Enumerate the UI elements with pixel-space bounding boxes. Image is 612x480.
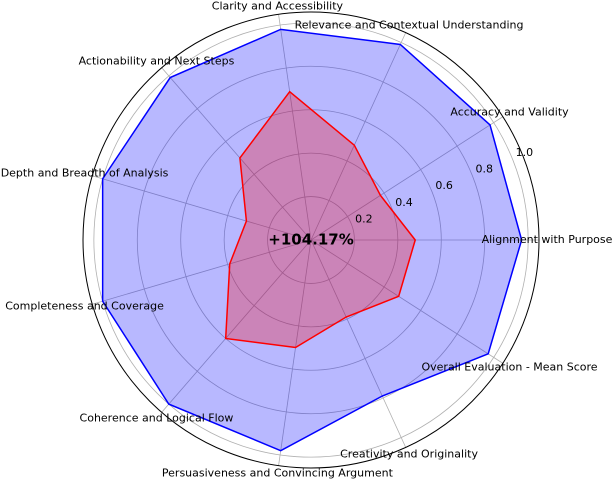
r-tick-label: 0.6 bbox=[435, 179, 453, 192]
radar-area bbox=[101, 28, 523, 452]
category-label: Accuracy and Validity bbox=[450, 105, 569, 118]
radar-area bbox=[224, 90, 417, 349]
polar-spine bbox=[82, 11, 540, 469]
grid-spoke bbox=[92, 175, 312, 241]
category-label: Actionability and Next Steps bbox=[79, 55, 235, 68]
r-tick-label: 0.4 bbox=[395, 196, 413, 209]
category-label: Clarity and Accessibility bbox=[212, 0, 344, 12]
category-label: Alignment with Purpose bbox=[482, 233, 612, 246]
grid-spoke bbox=[310, 32, 407, 241]
category-label: Relevance and Contextual Understanding bbox=[295, 18, 524, 31]
category-label: Overall Evaluation - Mean Score bbox=[421, 361, 597, 374]
grid-spoke bbox=[278, 14, 312, 241]
grid-spoke bbox=[310, 116, 504, 241]
category-label: Depth and Breadth of Analysis bbox=[1, 167, 169, 180]
grid-spoke bbox=[161, 67, 312, 241]
grid-spoke bbox=[161, 239, 312, 413]
category-label: Creativity and Originality bbox=[340, 448, 478, 461]
category-label: Coherence and Logical Flow bbox=[80, 411, 234, 424]
r-tick-label: 0.2 bbox=[355, 212, 373, 225]
grid-spoke bbox=[92, 239, 312, 305]
category-label: Completeness and Coverage bbox=[5, 299, 164, 312]
category-label: Persuasiveness and Convincing Argument bbox=[162, 467, 394, 480]
center-annotation: +104.17% bbox=[268, 231, 353, 249]
grid-spoke bbox=[278, 239, 312, 466]
r-tick-label: 0.8 bbox=[475, 163, 493, 176]
r-tick-label: 1.0 bbox=[516, 146, 534, 159]
grid-spoke bbox=[310, 239, 504, 364]
grid-spoke bbox=[310, 239, 407, 448]
